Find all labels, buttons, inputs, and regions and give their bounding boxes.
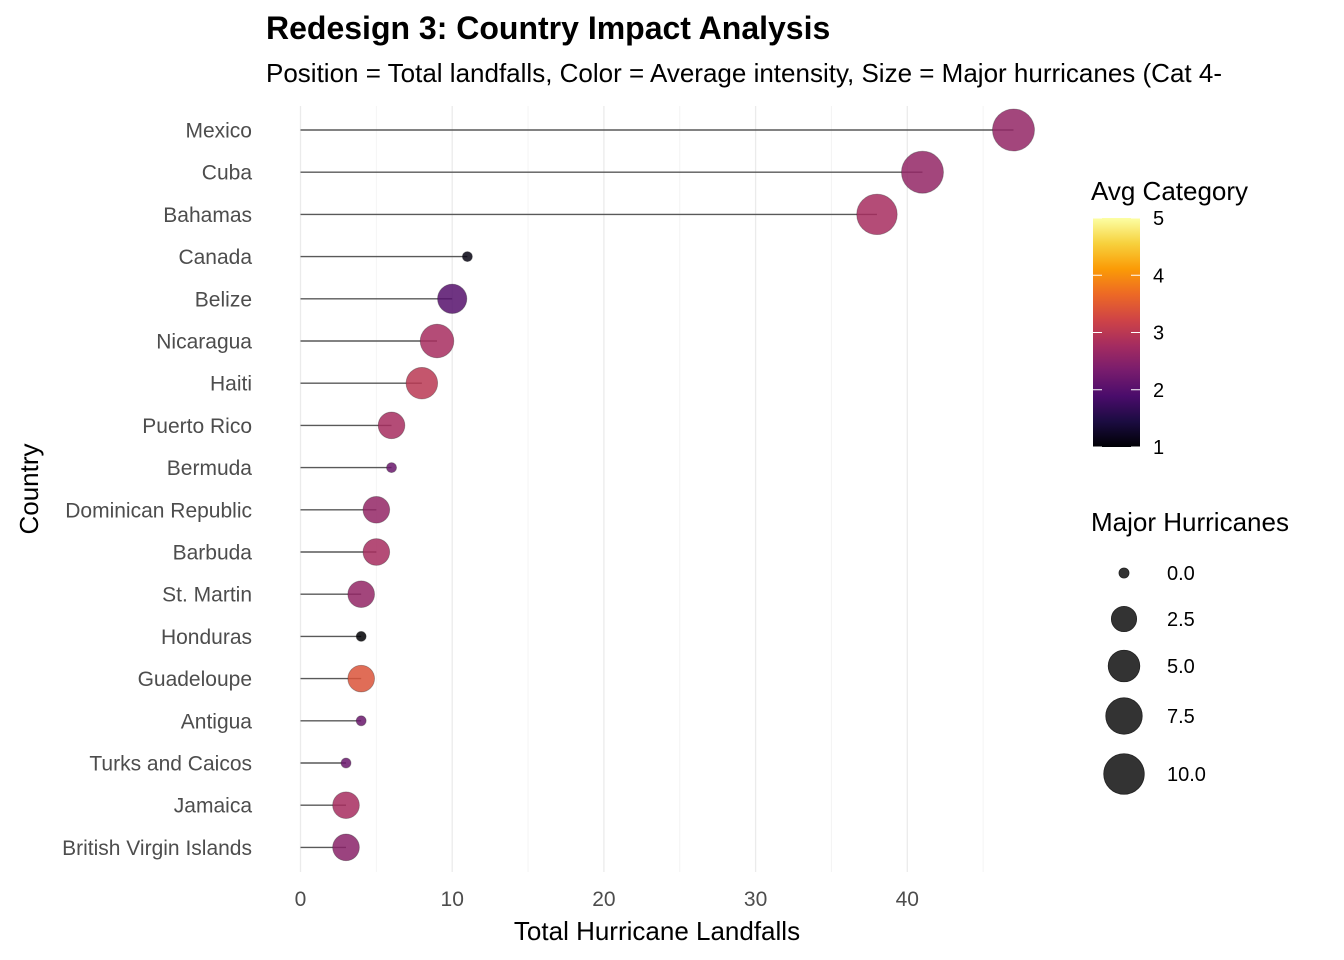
country-label: Mexico bbox=[185, 120, 252, 143]
country-label: Cuba bbox=[202, 162, 253, 185]
color-legend-title: Avg Category bbox=[1091, 176, 1248, 206]
data-point bbox=[992, 108, 1035, 152]
data-point bbox=[347, 664, 375, 693]
size-legend-key bbox=[1118, 567, 1130, 579]
colorbar-label: 1 bbox=[1153, 437, 1164, 459]
country-label: Antigua bbox=[181, 710, 253, 733]
data-point bbox=[377, 411, 406, 440]
y-axis-title: Country bbox=[14, 443, 44, 534]
stems bbox=[300, 129, 1014, 849]
gridlines bbox=[299, 106, 984, 872]
chart-title: Redesign 3: Country Impact Analysis bbox=[266, 10, 831, 46]
country-label: Bahamas bbox=[163, 204, 252, 227]
country-label: Belize bbox=[195, 288, 252, 311]
data-point bbox=[362, 538, 391, 566]
colorbar-label: 5 bbox=[1153, 208, 1164, 230]
x-tick-label: 30 bbox=[744, 888, 767, 911]
country-label: Turks and Caicos bbox=[89, 753, 252, 776]
country-label: British Virgin Islands bbox=[62, 837, 252, 860]
colorbar-label: 4 bbox=[1153, 265, 1164, 287]
data-point bbox=[362, 496, 391, 524]
country-label: Canada bbox=[178, 246, 252, 269]
data-point bbox=[901, 150, 944, 194]
colorbar-label: 2 bbox=[1153, 380, 1164, 402]
country-label: Barbuda bbox=[173, 542, 253, 565]
data-point bbox=[340, 757, 352, 769]
data-point bbox=[332, 833, 360, 862]
country-label: St. Martin bbox=[162, 584, 252, 607]
data-point bbox=[347, 580, 375, 608]
x-tick-label: 20 bbox=[592, 888, 615, 911]
points bbox=[332, 108, 1035, 862]
x-axis-title: Total Hurricane Landfalls bbox=[514, 916, 800, 946]
size-legend-key bbox=[1110, 605, 1138, 633]
size-legend-key bbox=[1103, 753, 1145, 795]
size-legend-key bbox=[1105, 697, 1143, 735]
size-legend-label: 0.0 bbox=[1167, 563, 1195, 585]
country-label: Nicaragua bbox=[156, 331, 252, 354]
country-label: Honduras bbox=[161, 626, 252, 649]
size-legend-title: Major Hurricanes bbox=[1091, 507, 1289, 537]
colorbar-label: 3 bbox=[1153, 323, 1164, 345]
size-legend-label: 10.0 bbox=[1167, 764, 1206, 786]
country-label: Guadeloupe bbox=[138, 668, 252, 691]
country-label: Dominican Republic bbox=[65, 499, 252, 522]
data-point bbox=[355, 715, 367, 727]
x-tick-labels: 0 10 20 30 40 bbox=[295, 888, 919, 911]
country-label: Haiti bbox=[210, 373, 252, 396]
size-legend-label: 2.5 bbox=[1167, 609, 1195, 631]
data-point bbox=[355, 631, 367, 642]
data-point bbox=[405, 367, 439, 400]
size-legend-label: 5.0 bbox=[1167, 656, 1195, 678]
size-legend-label: 7.5 bbox=[1167, 706, 1195, 728]
x-tick-label: 10 bbox=[441, 888, 464, 911]
data-point bbox=[856, 193, 898, 236]
data-point bbox=[461, 251, 473, 263]
country-label: Jamaica bbox=[174, 795, 253, 818]
data-point bbox=[386, 462, 397, 474]
data-point bbox=[332, 791, 360, 819]
country-label: Bermuda bbox=[167, 457, 253, 480]
color-legend: Avg Category 1 2 3 4 5 bbox=[1091, 176, 1248, 459]
data-point bbox=[419, 323, 455, 359]
x-tick-label: 0 bbox=[295, 888, 307, 911]
size-legend-key bbox=[1107, 649, 1141, 683]
size-legend: Major Hurricanes 0.0 2.5 5.0 7.5 10.0 bbox=[1091, 507, 1289, 795]
country-label: Puerto Rico bbox=[142, 415, 252, 438]
chart-subtitle: Position = Total landfalls, Color = Aver… bbox=[266, 58, 1222, 88]
data-point bbox=[437, 283, 468, 314]
x-tick-label: 40 bbox=[896, 888, 919, 911]
y-tick-labels: Mexico Cuba Bahamas Canada Belize Nicaragua Ha… bbox=[62, 120, 252, 860]
